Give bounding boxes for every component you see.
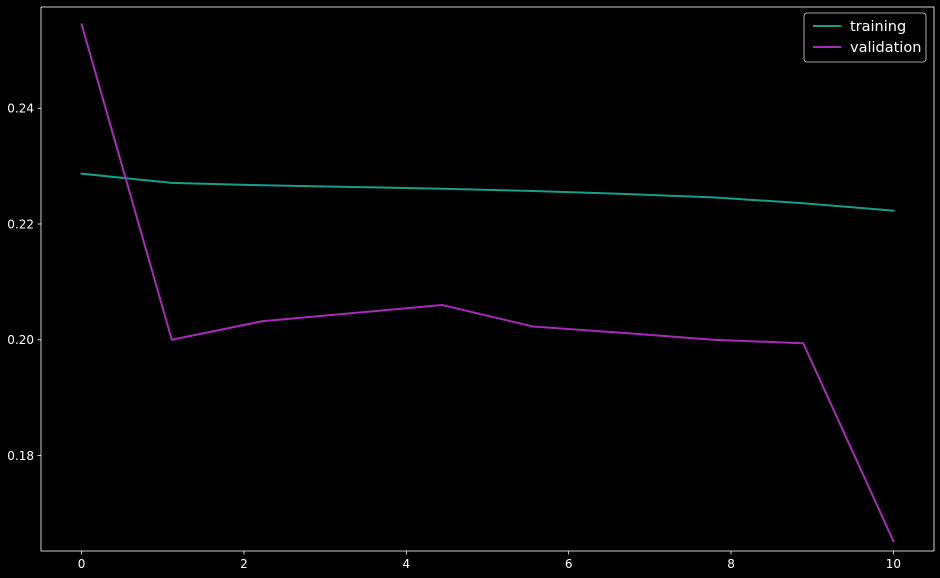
legend-label: validation <box>850 40 921 56</box>
y-tick-label: 0.20 <box>7 333 34 347</box>
x-tick-label: 2 <box>240 557 248 571</box>
y-tick-label: 0.18 <box>7 449 34 463</box>
x-tick-label: 10 <box>886 557 901 571</box>
x-tick-label: 8 <box>727 557 735 571</box>
y-tick-label: 0.24 <box>7 102 34 116</box>
plot-area-frame <box>40 6 935 552</box>
x-axis-ticks: 0 2 4 6 8 10 <box>78 551 901 571</box>
y-axis-ticks: 0.18 0.20 0.22 0.24 <box>7 102 41 463</box>
x-tick-label: 4 <box>402 557 410 571</box>
x-tick-label: 0 <box>78 557 86 571</box>
x-tick-label: 6 <box>565 557 573 571</box>
series-line-training <box>80 172 895 212</box>
series-layer <box>80 23 895 543</box>
legend: training validation <box>803 12 927 63</box>
series-line-validation <box>80 23 895 543</box>
y-tick-label: 0.22 <box>7 217 34 231</box>
legend-label: training <box>850 19 906 35</box>
